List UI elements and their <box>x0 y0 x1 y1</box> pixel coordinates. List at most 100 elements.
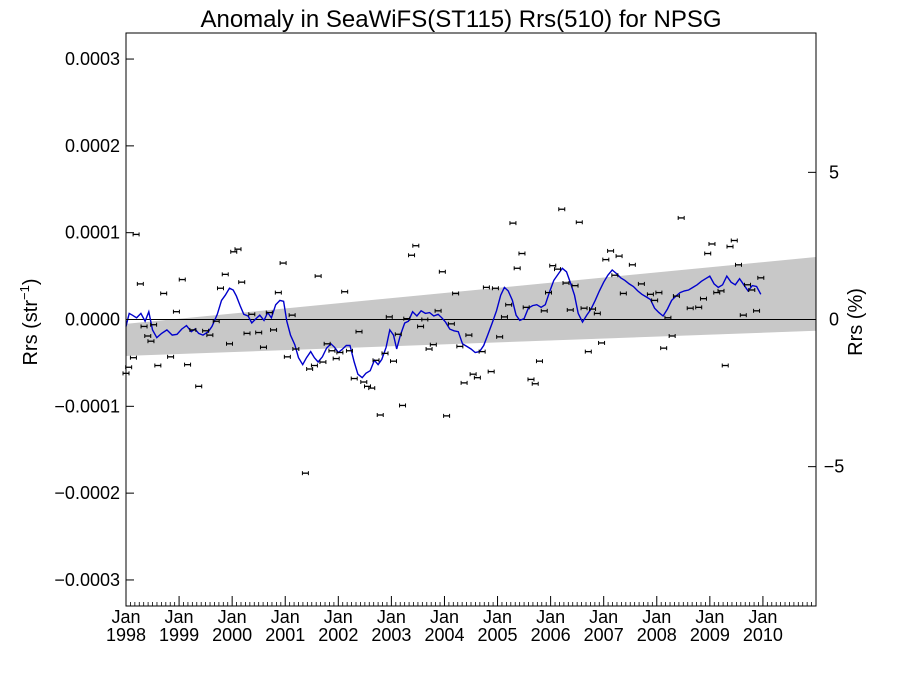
data-point <box>425 347 433 352</box>
data-point <box>730 238 738 243</box>
data-point <box>580 306 588 311</box>
x-tick-month: Jan <box>111 607 140 627</box>
data-point <box>394 332 402 337</box>
data-point <box>255 330 263 335</box>
data-point <box>403 316 411 321</box>
data-point <box>615 254 623 259</box>
x-axis-ticks: Jan1998Jan1999Jan2000Jan2001Jan2002Jan20… <box>106 596 812 645</box>
data-point <box>482 285 490 290</box>
data-point <box>646 292 654 297</box>
data-point <box>496 334 504 339</box>
x-tick-year: 2003 <box>371 625 411 645</box>
x-tick-year: 2005 <box>478 625 518 645</box>
x-tick-month: Jan <box>377 607 406 627</box>
data-point <box>655 290 663 295</box>
data-point <box>355 329 363 334</box>
data-point <box>672 294 680 299</box>
x-tick-month: Jan <box>748 607 777 627</box>
data-point <box>584 349 592 354</box>
data-point <box>150 322 158 327</box>
x-tick-month: Jan <box>271 607 300 627</box>
data-point <box>129 355 137 360</box>
y-tick-label: −0.0003 <box>54 570 120 590</box>
data-point <box>562 281 570 286</box>
data-point <box>144 333 152 338</box>
data-point <box>216 286 224 291</box>
data-point <box>540 308 548 313</box>
data-point <box>739 313 747 318</box>
data-point <box>178 277 186 282</box>
x-tick-year: 2009 <box>690 625 730 645</box>
data-point <box>566 307 574 312</box>
x-tick-month: Jan <box>430 607 459 627</box>
data-point <box>505 302 513 307</box>
data-point <box>189 327 197 332</box>
y2-axis-label: Rrs (%) <box>845 288 867 356</box>
y-axis-label-main: Rrs (str <box>20 300 42 366</box>
data-point <box>323 341 331 346</box>
data-point <box>686 306 694 311</box>
data-point <box>509 221 517 226</box>
y-axis-label-superscript: −1 <box>17 285 32 300</box>
y-tick-label: −0.0002 <box>54 483 120 503</box>
data-point <box>167 354 175 359</box>
data-point <box>664 315 672 320</box>
data-point <box>376 413 384 417</box>
data-point <box>195 384 203 389</box>
x-tick-month: Jan <box>536 607 565 627</box>
data-point <box>147 339 155 344</box>
x-tick-month: Jan <box>483 607 512 627</box>
data-point <box>206 333 214 338</box>
data-point <box>443 413 451 418</box>
data-point <box>310 363 318 368</box>
data-point <box>274 290 282 295</box>
data-point <box>456 344 464 349</box>
data-point <box>160 291 168 296</box>
data-point <box>452 291 460 296</box>
data-point <box>125 365 133 370</box>
x-tick-year: 2004 <box>424 625 464 645</box>
data-point <box>717 288 725 293</box>
data-point <box>259 345 267 350</box>
data-point <box>301 471 309 476</box>
x-tick-year: 2007 <box>584 625 624 645</box>
data-points <box>122 207 765 476</box>
data-point <box>368 386 376 391</box>
data-point <box>154 363 162 368</box>
trend-band <box>126 256 816 356</box>
data-point <box>136 281 144 286</box>
data-point <box>753 308 761 313</box>
data-point <box>429 342 437 347</box>
chart-title: Anomaly in SeaWiFS(ST115) Rrs(510) for N… <box>200 6 721 33</box>
data-point <box>314 274 322 279</box>
y2-axis-ticks: 5 0 −5 <box>808 162 844 477</box>
data-point <box>748 287 756 292</box>
data-point <box>248 312 256 317</box>
data-point <box>549 263 557 268</box>
data-point <box>221 272 229 277</box>
data-point <box>212 319 220 324</box>
x-tick-month: Jan <box>165 607 194 627</box>
data-point <box>243 331 251 336</box>
x-tick-year: 2000 <box>212 625 252 645</box>
data-point <box>434 308 442 313</box>
data-point <box>527 377 535 382</box>
data-point <box>469 372 477 377</box>
data-point <box>695 305 703 310</box>
y-axis-label: Rrs (str−1) <box>17 278 42 365</box>
data-point <box>345 348 353 353</box>
x-tick-year: 2001 <box>265 625 305 645</box>
data-point <box>408 253 416 258</box>
data-point <box>399 403 407 408</box>
y2-tick-label: 5 <box>829 162 839 182</box>
data-point <box>668 333 676 338</box>
data-point <box>593 311 601 316</box>
data-point <box>611 273 619 278</box>
data-point <box>438 269 446 274</box>
data-point <box>283 354 291 359</box>
x-tick-year: 2002 <box>318 625 358 645</box>
data-point <box>735 262 743 267</box>
data-point <box>140 324 148 329</box>
data-point <box>513 266 521 271</box>
